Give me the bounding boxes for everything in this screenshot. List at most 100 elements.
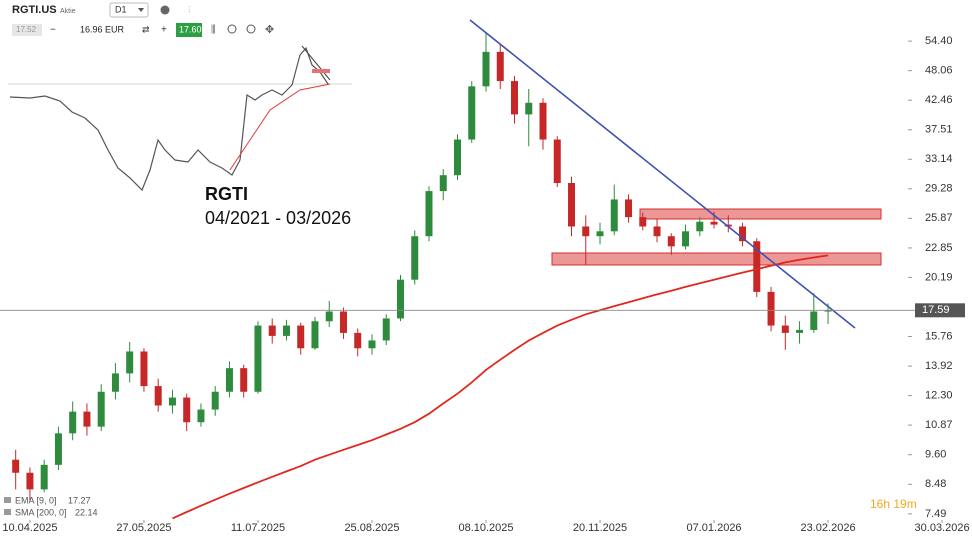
candle-body [553,139,561,184]
y-tick-label: 20.19 [925,271,953,283]
candle-body [168,397,176,406]
candle-icon[interactable]: ⫼ [211,25,216,36]
candle-body [268,325,276,336]
y-tick-label: 22.85 [925,242,953,254]
candle-body [97,391,105,427]
candle-body [468,86,476,140]
candle-body [511,81,519,115]
resistance-zone [639,208,882,220]
candle-body [767,291,775,326]
chart-type-icon[interactable]: ⫶ [188,4,190,14]
last-price-box [915,303,965,318]
inset-background [4,40,380,255]
candle-body [582,226,590,237]
sma-value: 22.14 [75,507,98,517]
inset: RGTI 04/2021 - 03/2026 [4,40,380,255]
candle-body [297,325,305,349]
candle-body [639,217,647,227]
zoom-in-icon[interactable] [246,24,256,34]
move-icon[interactable]: ✥ [265,24,274,36]
y-tick-label: 13.92 [925,360,953,372]
minus-button[interactable]: − [50,25,56,36]
candle-body [482,51,490,87]
swap-icon[interactable]: ⇄ [142,24,150,34]
candle-body [696,221,704,232]
candle-body [824,310,832,312]
quantity: 16.96 EUR [80,24,125,34]
candle-body [140,351,148,387]
candle-body [710,221,718,225]
inset-price-path [9,46,329,192]
legend-icon [4,509,11,515]
sma-line [172,254,829,520]
timeframe-select[interactable] [109,2,149,18]
candle-body [211,391,219,410]
y-tick-label: 10.87 [925,419,953,431]
legend-icon [4,497,11,503]
inset-trend-line [301,45,331,81]
inset-period: 04/2021 - 03/2026 [205,208,351,228]
last-price-label: 17.59 [922,304,950,316]
candle-body [240,368,248,392]
y-tick-label: 7.49 [925,508,946,520]
ask-box[interactable] [176,23,202,37]
bid: 17.52 [16,25,37,34]
candle-body [496,51,504,82]
bid-box[interactable] [12,24,42,36]
ema-value: 17.27 [68,495,91,505]
x-tick-label: 27.05.2025 [116,522,171,534]
x-tick-label: 23.02.2026 [801,522,856,534]
candle-body [610,199,618,232]
candle-body [69,411,77,434]
x-tick-label: 11.07.2025 [231,522,285,534]
x-tick-label: 20.11.2025 [573,522,627,534]
candle-body [425,191,433,237]
x-tick-label: 30.03.2026 [915,522,970,534]
candle-body [197,409,205,423]
candle-body [810,311,818,330]
plus-button[interactable]: + [161,25,167,36]
dropdown-arrow [138,8,144,12]
candle-body [739,226,747,242]
symbol: RGTI.US [12,4,57,16]
y-tick-label: 33.14 [925,153,953,165]
candle-body [753,241,761,292]
candle-body [596,231,604,237]
zoom-out-icon[interactable] [227,24,237,34]
candle-body [354,332,362,349]
info-icon[interactable] [160,5,170,15]
x-tick-label: 10.04.2025 [2,522,57,534]
candle-body [311,321,319,349]
x-tick-label: 08.10.2025 [458,522,513,534]
candle-body [539,102,547,140]
candle-body [382,318,390,341]
axes: 7.49 8.48 9.60 10.87 12.30 13.92 15.76 20.19 22.… [0,35,970,534]
candle-body [54,433,62,465]
drawings [551,208,882,266]
candle-body [724,224,732,227]
candle-body [453,139,461,176]
timeframe: D1 [115,4,127,14]
candle-body [154,386,162,406]
candle-body [254,325,262,392]
plot [12,32,832,520]
inset-title: RGTI [205,184,248,204]
indicator-legend: EMA [9, 0] 17.27 SMA [200, 0] 22.14 [4,495,98,517]
candle-body [282,325,290,336]
candle-body [12,459,20,473]
candle-body [26,472,34,490]
candle-body [183,397,191,423]
candle-body [225,368,233,392]
toolbar: RGTI.US Aktie D1 ⫶ 17.52 − 16.96 EUR ⇄ +… [0,0,380,40]
candle-body [667,236,675,247]
y-tick-label: 12.30 [925,390,953,402]
candle-body [325,311,333,322]
ema-name: EMA [9, 0] [15,495,57,505]
candle-body [111,373,119,392]
y-tick-label: 8.48 [925,478,946,490]
y-tick-label: 25.87 [925,212,953,224]
y-tick-label: 29.28 [925,183,953,195]
candle-body [682,231,690,247]
candle-body [40,464,48,490]
